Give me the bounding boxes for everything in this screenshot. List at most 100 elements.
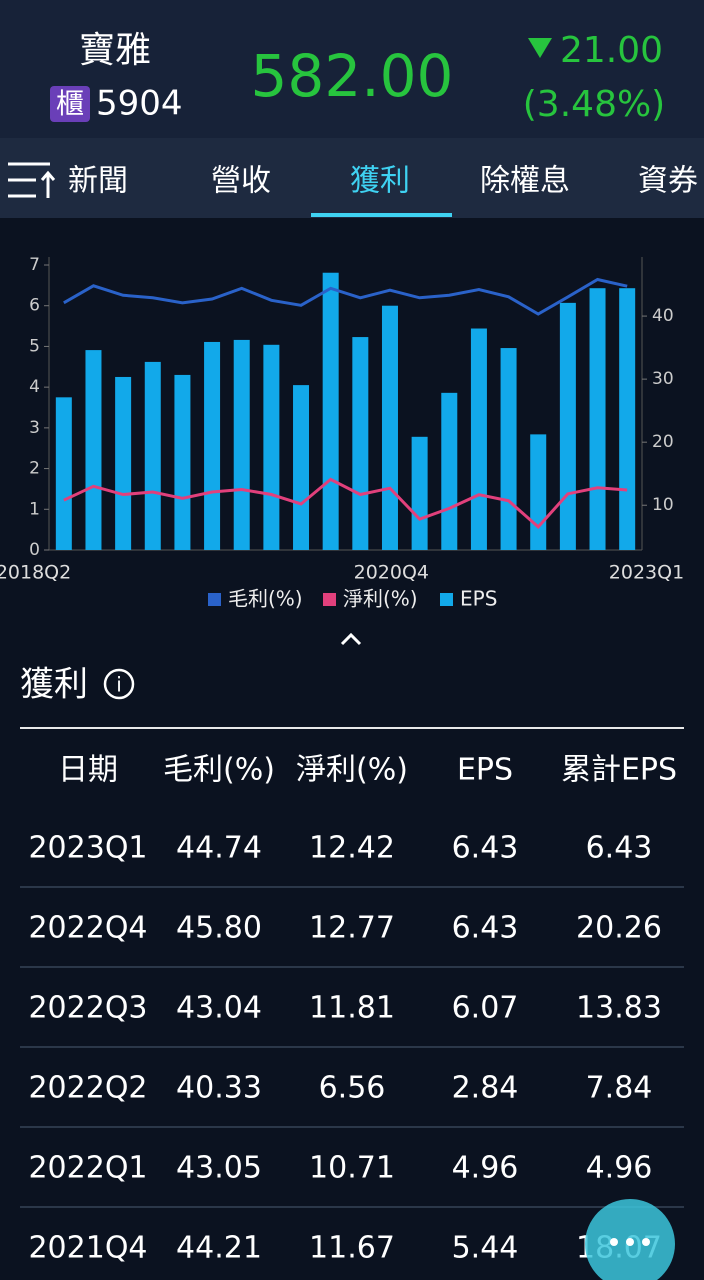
table-cell: 2022Q3 — [28, 991, 147, 1026]
y-tick-label: 0 — [29, 540, 40, 560]
table-cell: 2.84 — [452, 1071, 519, 1106]
table-cell: 6.56 — [319, 1071, 386, 1106]
eps-bar — [55, 397, 72, 550]
table-cell: 40.33 — [176, 1071, 262, 1106]
down-arrow — [528, 38, 552, 58]
eps-bar — [619, 288, 636, 550]
fab-dot — [610, 1238, 618, 1246]
stock-name: 寶雅 — [79, 30, 151, 71]
table-cell: 12.42 — [309, 831, 395, 866]
y-tick-label: 2 — [29, 459, 40, 479]
y-tick-label: 1 — [29, 499, 40, 519]
table-cell: 2022Q2 — [28, 1071, 147, 1106]
eps-bar — [85, 350, 102, 550]
eps-bar — [263, 344, 280, 550]
x-tick-label: 2018Q2 — [0, 562, 71, 584]
stock-code: 5904 — [96, 84, 183, 124]
eps-bar — [441, 392, 458, 550]
menu-icon[interactable] — [8, 162, 56, 198]
legend-label: EPS — [460, 587, 497, 611]
table-cell: 44.74 — [176, 831, 262, 866]
x-tick-label: 2023Q1 — [609, 562, 684, 584]
change: 21.00 — [560, 30, 663, 71]
y-tick-label: 4 — [29, 377, 40, 397]
y2-tick-label: 10 — [652, 495, 674, 515]
tab[interactable]: 獲利 — [350, 164, 410, 199]
eps-bar — [233, 339, 250, 550]
table-header: 日期 — [58, 753, 118, 788]
table-cell: 43.04 — [176, 991, 262, 1026]
y-tick-label: 7 — [29, 255, 40, 275]
eps-bar — [559, 302, 576, 550]
legend-label: 淨利(%) — [343, 587, 418, 611]
table-cell: 2022Q4 — [28, 911, 147, 946]
table-cell: 4.96 — [452, 1151, 519, 1186]
table-cell: 2021Q4 — [28, 1231, 147, 1266]
eps-bar — [411, 436, 428, 550]
market-badge: 櫃 — [56, 87, 84, 120]
table-cell: 45.80 — [176, 911, 262, 946]
legend-swatch — [440, 593, 453, 606]
market-badge-bg — [50, 86, 90, 122]
legend-swatch — [208, 593, 221, 606]
legend-swatch — [323, 593, 336, 606]
price: 582.00 — [251, 42, 454, 110]
eps-bar — [500, 348, 517, 550]
info-icon-i: i — [116, 673, 122, 697]
table-cell: 20.26 — [576, 911, 662, 946]
y2-tick-label: 20 — [652, 432, 674, 452]
table-cell: 43.05 — [176, 1151, 262, 1186]
eps-bar — [174, 374, 191, 550]
y-tick-label: 3 — [29, 418, 40, 438]
table-cell: 12.77 — [309, 911, 395, 946]
info-icon[interactable] — [103, 668, 135, 700]
table-cell: 11.81 — [309, 991, 395, 1026]
legend-label: 毛利(%) — [228, 587, 303, 611]
table-cell: 6.43 — [586, 831, 653, 866]
table-cell: 11.67 — [309, 1231, 395, 1266]
change-pct: (3.48%) — [523, 84, 665, 125]
table-cell: 2022Q1 — [28, 1151, 147, 1186]
fab-dot — [642, 1238, 650, 1246]
eps-bar — [381, 305, 398, 550]
y-tick-label: 6 — [29, 296, 40, 316]
eps-bar — [204, 341, 221, 550]
section-title: 獲利 — [20, 665, 88, 705]
table-cell: 10.71 — [309, 1151, 395, 1186]
eps-bar — [589, 288, 606, 550]
eps-bar — [352, 337, 369, 550]
tab-bar-bg — [0, 138, 704, 218]
table-header: 毛利(%) — [163, 753, 275, 788]
margin-line — [63, 477, 628, 530]
table-header: 累計EPS — [561, 753, 677, 788]
table-cell: 13.83 — [576, 991, 662, 1026]
table-cell: 6.43 — [452, 831, 519, 866]
table-cell: 5.44 — [452, 1231, 519, 1266]
margin-line — [63, 277, 628, 316]
tab[interactable]: 除權息 — [480, 164, 570, 199]
table-cell: 7.84 — [586, 1071, 653, 1106]
eps-bar — [293, 385, 310, 550]
eps-bar — [322, 272, 339, 550]
tab[interactable]: 新聞 — [68, 164, 128, 199]
tab-underline — [311, 213, 452, 217]
table-cell: 6.43 — [452, 911, 519, 946]
header-bg — [0, 0, 704, 138]
table-header: EPS — [457, 753, 513, 788]
table-cell: 44.21 — [176, 1231, 262, 1266]
y2-tick-label: 40 — [652, 306, 674, 326]
eps-bar — [115, 376, 132, 550]
collapse-chevron[interactable] — [340, 632, 362, 646]
y-tick-label: 5 — [29, 336, 40, 356]
table-cell: 4.96 — [586, 1151, 653, 1186]
eps-bar — [144, 361, 161, 550]
table-header: 淨利(%) — [296, 753, 408, 788]
tab[interactable]: 營收 — [211, 164, 271, 199]
x-tick-label: 2020Q4 — [354, 562, 429, 584]
fab-dot — [626, 1238, 634, 1246]
eps-bar — [530, 434, 547, 550]
y2-tick-label: 30 — [652, 369, 674, 389]
table-cell: 6.07 — [452, 991, 519, 1026]
tab[interactable]: 資券 — [638, 164, 698, 199]
